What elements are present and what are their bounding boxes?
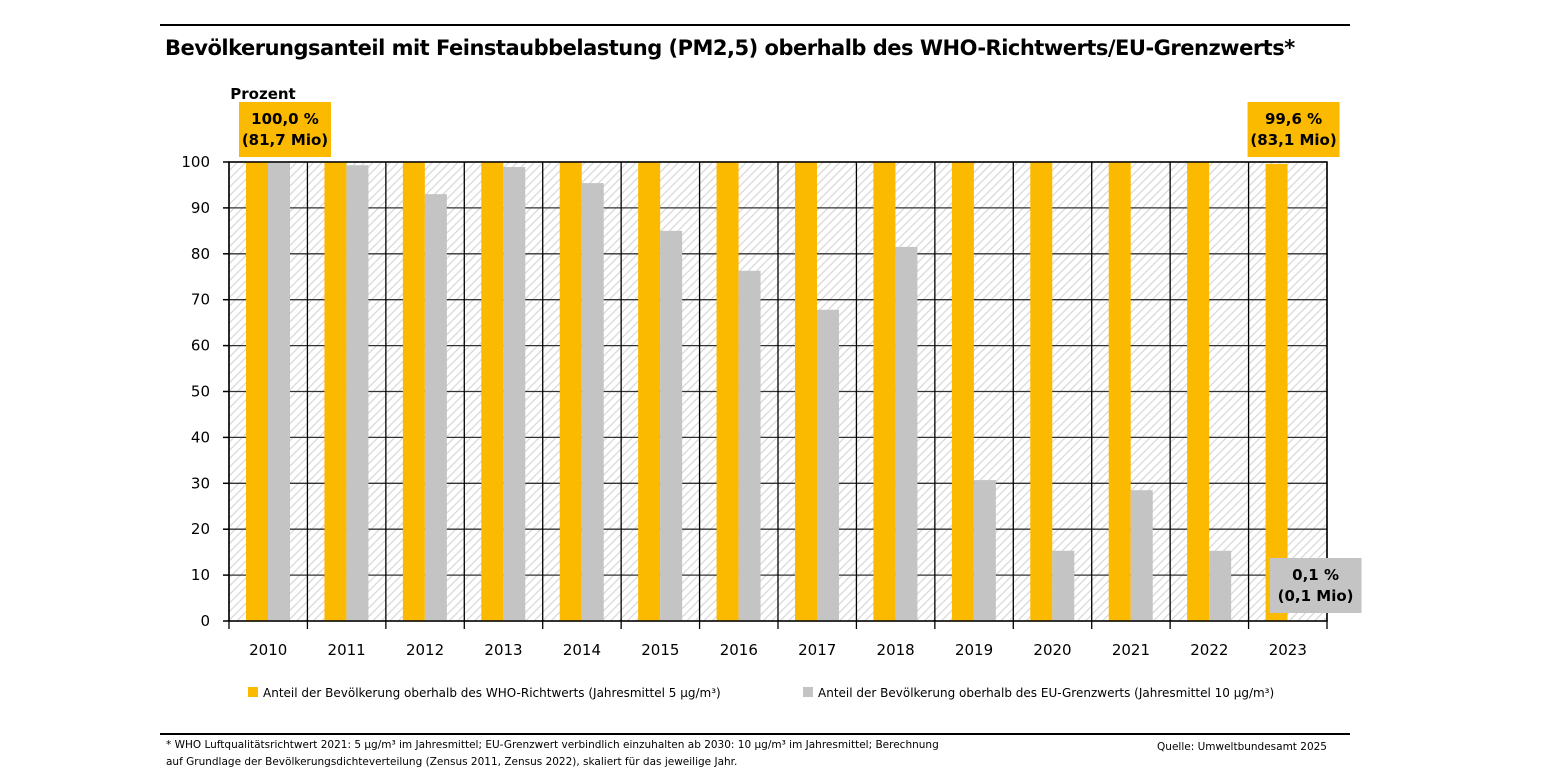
bar-eu-2017: [817, 309, 839, 621]
x-tick-label: 2022: [1190, 641, 1228, 659]
y-tick-label: 40: [191, 428, 210, 446]
bar-who-2018: [873, 162, 896, 621]
annotation-box: [239, 102, 331, 157]
top-rule: [160, 24, 1350, 26]
y-tick-label: 20: [191, 520, 210, 538]
x-tick-label: 2013: [484, 641, 522, 659]
x-tick-label: 2016: [720, 641, 758, 659]
x-tick-label: 2017: [798, 641, 836, 659]
bar-who-2020: [1030, 162, 1053, 621]
bar-eu-2022: [1209, 550, 1232, 621]
bar-who-2014: [559, 162, 582, 621]
bar-eu-2020: [1052, 550, 1075, 621]
bar-eu-2021: [1130, 490, 1153, 621]
bar-who-2022: [1187, 162, 1210, 621]
bar-who-2017: [795, 162, 817, 621]
legend-swatch: [248, 687, 258, 697]
bar-eu-2010: [268, 162, 290, 621]
bar-who-2012: [402, 162, 425, 621]
x-tick-label: 2021: [1112, 641, 1150, 659]
y-tick-label: 60: [191, 337, 210, 355]
x-tick-label: 2012: [406, 641, 444, 659]
bar-who-2016: [716, 162, 739, 621]
bar-eu-2016: [738, 270, 761, 621]
y-tick-label: 0: [200, 612, 210, 630]
annotation-label: (81,7 Mio): [242, 131, 328, 149]
y-tick-label: 100: [181, 153, 210, 171]
bar-who-2019: [951, 162, 974, 621]
annotation-label: 99,6 %: [1265, 110, 1322, 128]
plot-frame: [228, 161, 1328, 622]
footnote-line-2: auf Grundlage der Bevölkerungsdichtevert…: [166, 756, 738, 768]
bar-eu-2011: [346, 165, 369, 621]
bottom-rule: [160, 733, 1350, 735]
x-tick-label: 2015: [641, 641, 679, 659]
legend-label: Anteil der Bevölkerung oberhalb des EU-G…: [818, 686, 1274, 700]
bar-who-2010: [246, 162, 268, 621]
x-tick-label: 2011: [328, 641, 366, 659]
bar-who-2013: [481, 162, 504, 621]
x-tick-label: 2023: [1269, 641, 1307, 659]
y-tick-label: 30: [191, 474, 210, 492]
x-tick-label: 2014: [563, 641, 601, 659]
annotation-label: (0,1 Mio): [1278, 587, 1354, 605]
bar-eu-2015: [660, 230, 683, 621]
y-tick-label: 50: [191, 383, 210, 401]
annotation-box: [1247, 102, 1340, 157]
bar-who-2023: [1265, 163, 1288, 621]
bar-eu-2012: [424, 194, 447, 621]
y-tick-label: 10: [191, 566, 210, 584]
x-tick-label: 2018: [877, 641, 915, 659]
y-tick-label: 90: [191, 199, 210, 217]
legend-swatch: [803, 687, 813, 697]
x-tick-label: 2019: [955, 641, 993, 659]
bar-who-2021: [1108, 162, 1131, 621]
annotation-box: [1269, 558, 1362, 613]
source-note: Quelle: Umweltbundesamt 2025: [1157, 741, 1327, 753]
bar-who-2011: [324, 162, 347, 621]
footnote-line-1: * WHO Luftqualitätsrichtwert 2021: 5 µg/…: [166, 739, 939, 751]
chart-title: Bevölkerungsanteil mit Feinstaubbelastun…: [165, 36, 1295, 60]
y-tick-label: 70: [191, 291, 210, 309]
bar-eu-2013: [503, 167, 526, 621]
bar-eu-2014: [581, 183, 604, 621]
y-tick-label: 80: [191, 245, 210, 263]
bar-eu-2018: [895, 246, 918, 622]
y-axis-label: Prozent: [230, 85, 295, 103]
bar-eu-2019: [973, 480, 996, 621]
x-tick-label: 2020: [1033, 641, 1071, 659]
annotation-label: 0,1 %: [1292, 566, 1339, 584]
bar-who-2015: [638, 162, 661, 621]
legend-label: Anteil der Bevölkerung oberhalb des WHO-…: [263, 686, 721, 700]
x-tick-label: 2010: [249, 641, 287, 659]
annotation-label: 100,0 %: [251, 110, 319, 128]
annotation-label: (83,1 Mio): [1250, 131, 1336, 149]
